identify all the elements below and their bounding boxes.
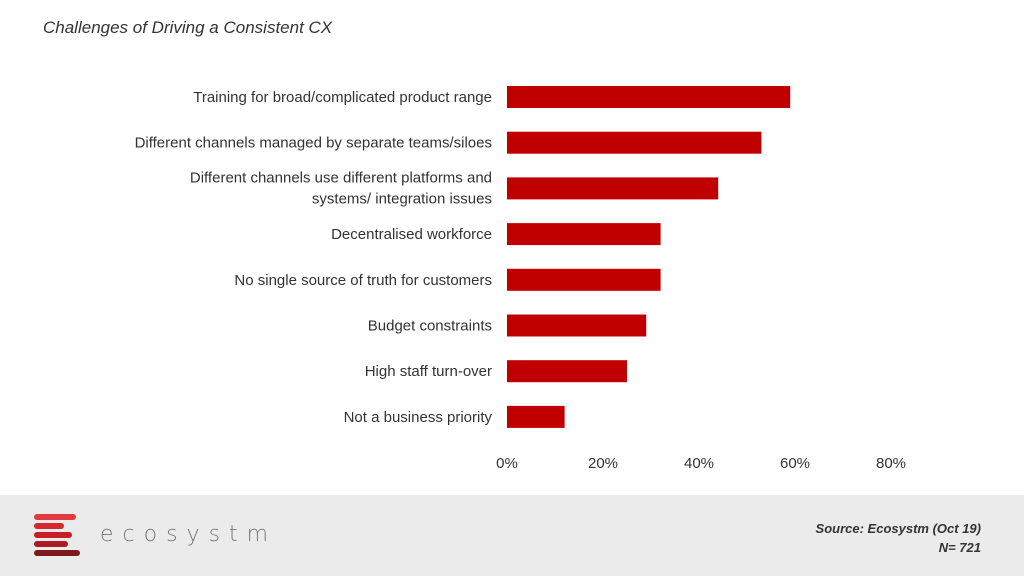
bar bbox=[507, 314, 647, 337]
logo-wordmark: ecosystm bbox=[100, 522, 278, 547]
bar bbox=[507, 360, 627, 383]
bar bbox=[507, 177, 719, 200]
category-label: Different channels use different platfor… bbox=[190, 169, 492, 207]
x-tick-label: 60% bbox=[780, 455, 810, 472]
x-tick-label: 20% bbox=[588, 455, 618, 472]
category-label: Not a business priority bbox=[344, 409, 493, 426]
bar bbox=[507, 405, 565, 428]
source-note: Source: Ecosystm (Oct 19) N= 721 bbox=[816, 519, 981, 557]
chart-title: Challenges of Driving a Consistent CX bbox=[43, 18, 333, 37]
x-tick-label: 80% bbox=[876, 455, 906, 472]
category-label: Different channels managed by separate t… bbox=[135, 135, 492, 152]
bar bbox=[507, 268, 661, 291]
category-label: Budget constraints bbox=[368, 318, 492, 335]
x-tick-label: 40% bbox=[684, 455, 714, 472]
ecosystm-logo-icon bbox=[34, 514, 80, 556]
bar bbox=[507, 131, 762, 154]
category-label: No single source of truth for customers bbox=[234, 272, 492, 289]
sample-size: N= 721 bbox=[938, 540, 981, 555]
bar bbox=[507, 223, 661, 246]
x-tick-label: 0% bbox=[496, 455, 518, 472]
bar bbox=[507, 86, 791, 108]
category-label: Training for broad/complicated product r… bbox=[193, 89, 492, 106]
category-label: Decentralised workforce bbox=[331, 226, 492, 243]
category-label: High staff turn-over bbox=[365, 363, 492, 380]
bar-chart: Training for broad/complicated product r… bbox=[135, 86, 906, 472]
footer: ecosystm Source: Ecosystm (Oct 19) N= 72… bbox=[0, 495, 1024, 576]
source-text: Source: Ecosystm (Oct 19) bbox=[815, 521, 981, 536]
